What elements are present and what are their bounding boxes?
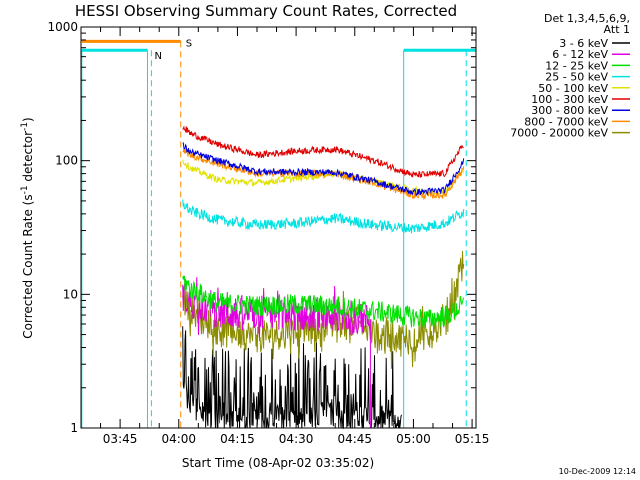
series-line-6 <box>182 125 464 178</box>
y-axis-label: Corrected Count Rate (s-1 detector-1) <box>20 117 35 338</box>
series-line-4 <box>182 199 465 234</box>
y-tick-label: 1000 <box>47 20 78 34</box>
x-axis-label: Start Time (08-Apr-02 03:35:02) <box>182 456 374 470</box>
legend-header-line: Att 1 <box>604 23 630 36</box>
x-tick-label: 03:45 <box>103 432 138 446</box>
plot-area: NS <box>81 38 476 430</box>
legend-entry-label: 800 - 7000 keV <box>524 115 608 128</box>
axes: 1 10 100 1000 03:45 04:00 04:15 04:30 04:45 05:00… <box>47 20 489 446</box>
series-line-3 <box>182 275 465 328</box>
legend-entry-label: 300 - 800 keV <box>531 104 608 117</box>
series-line-1 <box>182 326 402 430</box>
legend-entry-label: 6 - 12 keV <box>552 48 608 61</box>
legend-entry-label: 3 - 6 keV <box>559 37 608 50</box>
y-tick-label: 10 <box>63 287 78 301</box>
series-line-7 <box>182 142 465 197</box>
y-tick-label: 100 <box>55 154 78 168</box>
legend-header-line: Det 1,3,4,5,6,9, <box>544 12 630 25</box>
legend-entry-label: 12 - 25 keV <box>545 59 608 72</box>
saa-label: S <box>186 38 192 49</box>
x-tick-label: 04:45 <box>337 432 372 446</box>
x-tick-label: 05:15 <box>455 432 490 446</box>
y-tick-label: 1 <box>70 421 78 435</box>
legend-entry-label: 50 - 100 keV <box>538 82 608 95</box>
legend-entry-label: 25 - 50 keV <box>545 71 608 84</box>
x-tick-label: 04:00 <box>161 432 196 446</box>
legend-entry-label: 7000 - 20000 keV <box>510 127 608 140</box>
plot-frame <box>80 26 477 429</box>
timestamp: 10-Dec-2009 12:14 <box>559 467 636 476</box>
legend-entry-label: 100 - 300 keV <box>531 93 608 106</box>
x-tick-label: 04:30 <box>279 432 314 446</box>
chart-title: HESSI Observing Summary Count Rates, Cor… <box>75 2 457 20</box>
x-tick-label: 05:00 <box>396 432 431 446</box>
night-label: N <box>154 51 161 62</box>
x-tick-label: 04:15 <box>220 432 255 446</box>
